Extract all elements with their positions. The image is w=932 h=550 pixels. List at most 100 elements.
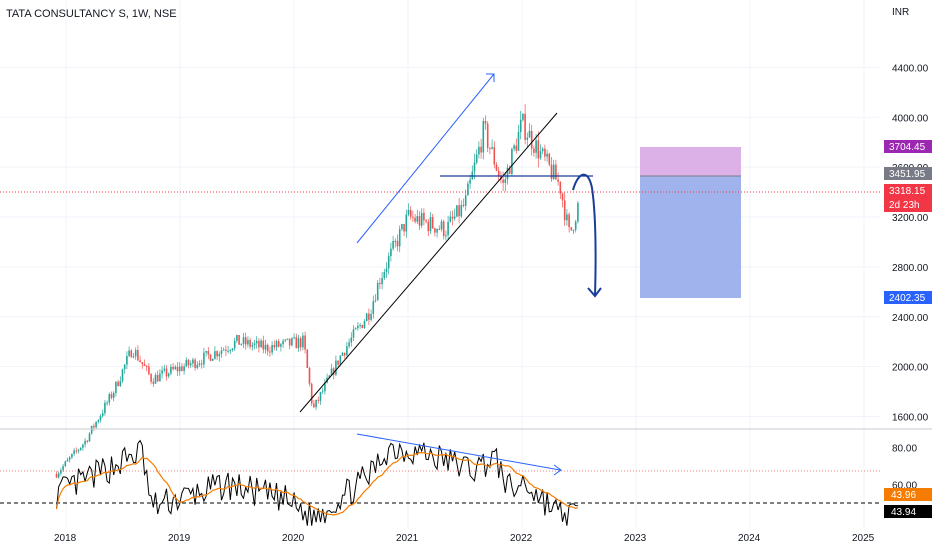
candle-body	[458, 205, 460, 217]
candle-body	[473, 162, 476, 172]
target-zone[interactable]	[640, 147, 741, 176]
candle-body	[137, 350, 139, 361]
candle-body	[139, 360, 141, 363]
candle-body	[141, 362, 144, 365]
candle-body	[425, 220, 427, 222]
candle-body	[447, 221, 449, 236]
candle-body	[68, 457, 71, 460]
candle-body	[502, 179, 504, 183]
candle-body	[183, 366, 185, 371]
candle-body	[110, 394, 113, 398]
candle-body	[304, 335, 306, 350]
candle-body	[123, 364, 126, 370]
candle-body	[242, 337, 245, 344]
candle-body	[194, 359, 196, 368]
candle-body	[337, 360, 339, 365]
candle-body	[431, 217, 434, 229]
stop-zone[interactable]	[640, 176, 741, 298]
candle-body	[302, 335, 304, 348]
candle-body	[335, 360, 337, 375]
candle-body	[288, 338, 291, 346]
candle-body	[189, 363, 192, 366]
tag-rsi-ma-label: 43.96	[891, 490, 916, 501]
rsi-series	[55, 439, 579, 526]
candle-body	[370, 313, 372, 320]
candle-body	[519, 119, 522, 133]
candle-body	[249, 340, 251, 347]
candle-body	[185, 359, 188, 367]
rsi-divergence-line[interactable]	[356, 433, 561, 471]
candle-body	[159, 373, 161, 382]
candle-body	[533, 148, 535, 153]
candle-body	[57, 473, 60, 478]
candle-body	[574, 221, 577, 230]
candle-body	[148, 366, 150, 375]
candle-body	[203, 352, 205, 365]
candle-body	[130, 350, 133, 358]
time-axis[interactable]: 2018 2019 2020 2021 2022 2023 2024 2025	[54, 533, 875, 544]
candle-body	[526, 137, 529, 140]
uptrend-arrow-line[interactable]	[356, 73, 495, 244]
tag-entry-label: 3451.95	[889, 169, 926, 180]
candle-body	[392, 241, 394, 249]
candle-body	[104, 402, 106, 414]
projection-arrow[interactable]	[572, 173, 597, 297]
candle-body	[372, 301, 375, 314]
time-tick-2023: 2023	[624, 533, 647, 544]
chart-title: TATA CONSULTANCY S, 1W, NSE	[6, 8, 177, 20]
candle-body	[456, 205, 458, 217]
candle-body	[354, 328, 357, 330]
candle-body	[548, 153, 551, 165]
candle-body	[541, 148, 544, 152]
candle-body	[106, 402, 108, 404]
candle-body	[315, 399, 317, 408]
candle-body	[229, 350, 232, 352]
trendline-support[interactable]	[299, 112, 558, 413]
candle-body	[383, 272, 386, 278]
candle-body	[427, 221, 430, 232]
candle-body	[88, 433, 91, 442]
candle-body	[453, 216, 456, 219]
rsi-axis[interactable]: 80.00 60.00	[892, 443, 917, 491]
candle-body	[544, 148, 546, 157]
price-axis[interactable]: 1600.002000.002400.002800.003200.003600.…	[892, 63, 929, 423]
price-tick-2400.00: 2400.00	[892, 313, 929, 324]
candle-body	[119, 381, 122, 386]
candle-body	[308, 367, 311, 384]
candle-body	[394, 240, 397, 242]
time-tick-2021: 2021	[396, 533, 419, 544]
uptrend-arrow-head	[486, 73, 495, 82]
candle-body	[508, 167, 511, 174]
candle-body	[398, 229, 401, 247]
candle-body	[359, 325, 361, 327]
candle-body	[251, 345, 254, 347]
candle-body	[343, 352, 346, 356]
candle-body	[293, 337, 295, 339]
tag-last: 3318.15 2d 23h	[884, 184, 932, 212]
candle-body	[390, 248, 392, 257]
candle-body	[469, 179, 471, 184]
candle-body	[211, 358, 214, 361]
candle-body	[134, 350, 137, 357]
candle-body	[517, 132, 520, 151]
tag-target-label: 3704.45	[889, 142, 926, 153]
candle-body	[405, 214, 408, 232]
candle-body	[209, 354, 212, 361]
price-tick-4000.00: 4000.00	[892, 113, 929, 124]
candle-body	[357, 325, 359, 329]
candle-body	[493, 147, 496, 165]
candle-body	[361, 325, 364, 328]
candle-body	[381, 277, 383, 285]
candle-body	[156, 374, 159, 382]
candle-body	[365, 313, 368, 322]
rsi-line	[56, 439, 578, 526]
candle-body	[163, 368, 166, 371]
candle-body	[167, 373, 170, 377]
candle-body	[84, 440, 86, 445]
candle-body	[407, 209, 410, 215]
candle-body	[412, 216, 414, 218]
tag-rsi: 43.94	[884, 505, 932, 518]
candle-body	[438, 229, 441, 231]
candle-body	[66, 459, 69, 462]
